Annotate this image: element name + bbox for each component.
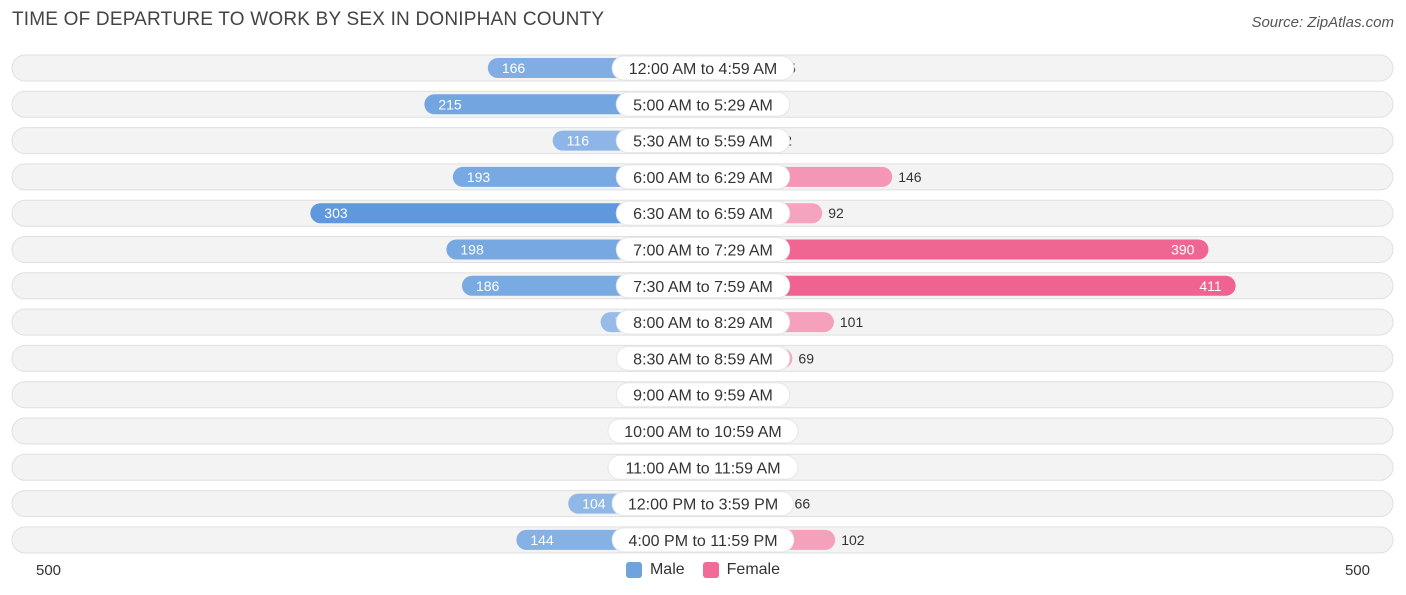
category-label: 11:00 AM to 11:59 AM [625, 460, 780, 477]
male-value-label: 186 [476, 278, 500, 294]
bar-row: 193 146 6:00 AM to 6:29 AM [11, 163, 1394, 191]
category-pill [615, 237, 791, 262]
female-value-label: 92 [828, 205, 844, 221]
bar-row: 186 411 7:30 AM to 7:59 AM [11, 272, 1394, 300]
category-pill [615, 200, 791, 226]
male-value-label: 215 [438, 96, 462, 112]
axis-left-label: 500 [36, 562, 62, 579]
category-pill [611, 491, 795, 517]
bar-row: 215395:00 AM to 5:29 AM [11, 90, 1394, 118]
bar-row: 48698:30 AM to 8:59 AM [11, 344, 1394, 372]
category-label: 9:00 AM to 9:59 AM [633, 388, 773, 405]
male-value-label: 104 [582, 496, 606, 512]
bar-row: 28179:00 AM to 9:59 AM [11, 381, 1394, 409]
bar-row: 198 390 7:00 AM to 7:29 AM [11, 236, 1394, 263]
category-pill [615, 345, 791, 371]
male-value-label: 198 [460, 242, 484, 258]
source-label: Source: ZipAtlas.com [1251, 14, 1394, 31]
chart-title: TIME OF DEPARTURE TO WORK BY SEX IN DONI… [12, 9, 605, 30]
male-value-label: 116 [567, 133, 590, 149]
female-bar [703, 239, 1209, 260]
female-bar [703, 275, 1236, 296]
category-pill [611, 527, 795, 553]
category-pill [611, 55, 795, 81]
category-label: 5:00 AM to 5:29 AM [633, 97, 773, 114]
category-label: 12:00 AM to 4:59 AM [629, 61, 778, 78]
male-value-label: 166 [502, 60, 526, 76]
category-pill [607, 418, 799, 444]
category-pill [615, 309, 791, 335]
category-label: 4:00 PM to 11:59 PM [628, 533, 777, 550]
category-label: 5:30 AM to 5:59 AM [633, 134, 773, 151]
bar-row: 791018:00 AM to 8:29 AM [11, 308, 1394, 336]
category-pill [607, 454, 799, 480]
bar-row: 201511:00 AM to 11:59 AM [11, 453, 1394, 481]
category-label: 6:30 AM to 6:59 AM [633, 206, 773, 223]
category-pill [615, 382, 791, 408]
legend-item-female: Female [702, 561, 781, 579]
category-pill [615, 128, 791, 154]
category-pill [615, 164, 791, 190]
male-value-label: 193 [467, 169, 491, 185]
legend-swatch-female [702, 562, 719, 578]
bar-row: 116525:30 AM to 5:59 AM [11, 127, 1394, 155]
bar-row: 74310:00 AM to 10:59 AM [11, 417, 1394, 445]
female-value-label: 101 [840, 314, 864, 330]
legend: Male Female [0, 561, 1406, 579]
axis-right-label: 500 [1344, 562, 1370, 579]
category-label: 7:00 AM to 7:29 AM [633, 243, 773, 260]
female-value-label: 390 [1171, 242, 1195, 258]
bar-row: 144 102 4:00 PM to 11:59 PM [11, 526, 1394, 554]
female-value-label: 146 [898, 169, 922, 185]
female-value-label: 102 [841, 532, 865, 548]
category-pill [615, 91, 791, 117]
category-label: 8:30 AM to 8:59 AM [633, 351, 773, 368]
bar-row: 104 66 12:00 PM to 3:59 PM [11, 490, 1394, 518]
bar-row: 303 92 6:30 AM to 6:59 AM [11, 199, 1394, 227]
male-bar [310, 203, 703, 224]
category-label: 7:30 AM to 7:59 AM [633, 279, 773, 296]
category-label: 12:00 PM to 3:59 PM [628, 497, 778, 514]
male-value-label: 144 [530, 532, 554, 548]
female-value-label: 69 [798, 350, 814, 366]
female-value-label: 66 [795, 496, 811, 512]
bar-row: 1665512:00 AM to 4:59 AM [11, 54, 1394, 82]
female-value-label: 411 [1199, 278, 1222, 294]
legend-label-female: Female [726, 561, 781, 578]
category-label: 6:00 AM to 6:29 AM [633, 170, 773, 187]
legend-item-male: Male [625, 561, 685, 579]
legend-swatch-male [625, 562, 642, 578]
category-pill [615, 273, 791, 299]
male-value-label: 303 [324, 205, 348, 221]
category-label: 8:00 AM to 8:29 AM [633, 315, 773, 332]
category-label: 10:00 AM to 10:59 AM [624, 424, 781, 441]
legend-label-male: Male [649, 561, 685, 578]
